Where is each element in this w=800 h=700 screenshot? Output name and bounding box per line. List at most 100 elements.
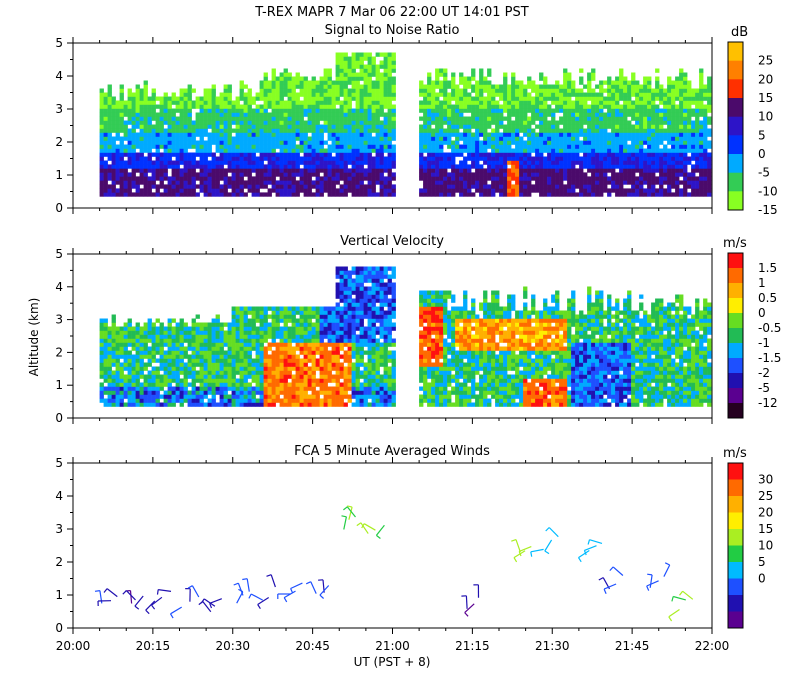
data-cell: [595, 92, 600, 97]
data-cell: [347, 60, 352, 65]
data-cell: [171, 370, 176, 375]
data-cell: [327, 120, 332, 125]
data-cell: [475, 92, 480, 97]
data-cell: [343, 76, 348, 81]
data-cell: [639, 92, 644, 97]
data-cell: [491, 128, 496, 133]
data-cell: [195, 164, 200, 169]
data-cell: [623, 136, 628, 141]
data-cell: [467, 120, 472, 125]
data-cell: [651, 120, 656, 125]
data-cell: [151, 334, 156, 339]
data-cell: [331, 144, 336, 149]
data-cell: [383, 184, 388, 189]
data-cell: [447, 116, 452, 121]
data-cell: [247, 184, 252, 189]
data-cell: [199, 172, 204, 177]
data-cell: [659, 116, 664, 121]
data-cell: [595, 144, 600, 149]
data-cell: [227, 184, 232, 189]
data-cell: [367, 160, 372, 165]
data-cell: [255, 168, 260, 173]
data-cell: [507, 172, 512, 177]
data-cell: [127, 92, 132, 97]
data-cell: [471, 176, 476, 181]
data-cell: [371, 164, 376, 169]
data-cell: [511, 164, 516, 169]
data-cell: [571, 120, 576, 125]
data-cell: [235, 164, 240, 169]
data-cell: [563, 88, 568, 93]
data-cell: [447, 160, 452, 165]
data-cell: [591, 144, 596, 149]
data-cell: [231, 354, 236, 359]
data-cell: [547, 160, 552, 165]
data-cell: [491, 184, 496, 189]
data-cell: [523, 96, 528, 101]
data-cell: [603, 148, 608, 153]
data-cell: [291, 112, 296, 117]
data-cell: [639, 100, 644, 105]
data-cell: [183, 394, 188, 399]
data-cell: [315, 132, 320, 137]
data-cell: [191, 176, 196, 181]
data-cell: [551, 116, 556, 121]
data-cell: [343, 160, 348, 165]
data-cell: [295, 136, 300, 141]
data-cell: [379, 60, 384, 65]
data-cell: [187, 180, 192, 185]
data-cell: [367, 192, 372, 197]
data-cell: [387, 140, 392, 145]
data-cell: [623, 160, 628, 165]
data-cell: [495, 164, 500, 169]
data-cell: [159, 136, 164, 141]
data-cell: [335, 56, 340, 61]
data-cell: [179, 358, 184, 363]
data-cell: [463, 108, 468, 113]
data-cell: [259, 382, 264, 387]
data-cell: [119, 374, 124, 379]
data-cell: [131, 398, 136, 403]
data-cell: [203, 120, 208, 125]
data-cell: [579, 80, 584, 85]
data-cell: [643, 80, 648, 85]
data-cell: [295, 172, 300, 177]
data-cell: [219, 362, 224, 367]
data-cell: [387, 152, 392, 157]
data-cell: [607, 148, 612, 153]
data-cell: [287, 108, 292, 113]
data-cell: [391, 184, 396, 189]
data-cell: [371, 100, 376, 105]
data-cell: [263, 124, 268, 129]
data-cell: [167, 156, 172, 161]
data-cell: [115, 370, 120, 375]
data-cell: [475, 128, 480, 133]
data-cell: [667, 180, 672, 185]
data-cell: [475, 188, 480, 193]
data-cell: [615, 128, 620, 133]
data-cell: [527, 132, 532, 137]
colorbar-label: 5: [758, 128, 766, 142]
data-cell: [143, 148, 148, 153]
data-cell: [487, 152, 492, 157]
data-cell: [119, 338, 124, 343]
data-cell: [115, 374, 120, 379]
data-cell: [343, 188, 348, 193]
data-cell: [563, 108, 568, 113]
data-cell: [667, 188, 672, 193]
data-cell: [671, 124, 676, 129]
data-cell: [155, 370, 160, 375]
data-cell: [491, 108, 496, 113]
data-cell: [131, 378, 136, 383]
data-cell: [431, 164, 436, 169]
data-cell: [631, 152, 636, 157]
data-cell: [383, 136, 388, 141]
data-cell: [363, 92, 368, 97]
data-cell: [307, 124, 312, 129]
data-cell: [115, 326, 120, 331]
data-cell: [195, 184, 200, 189]
data-cell: [331, 140, 336, 145]
data-cell: [439, 84, 444, 89]
data-cell: [335, 144, 340, 149]
data-cell: [155, 120, 160, 125]
